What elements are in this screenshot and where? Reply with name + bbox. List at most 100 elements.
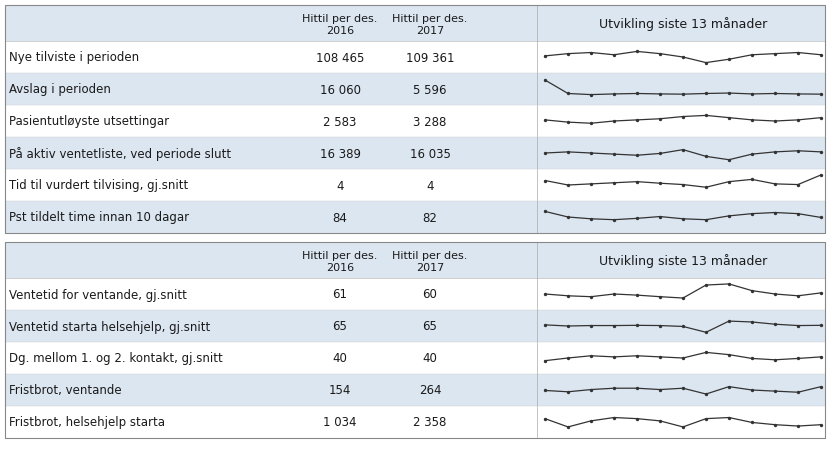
Point (700, 90, 713, 98)
Point (608, 290, 621, 298)
Point (653, 353, 666, 361)
Text: Ventetid for ventande, gj.snitt: Ventetid for ventande, gj.snitt (9, 288, 187, 301)
Point (608, 118, 621, 126)
Point (653, 51, 666, 59)
Point (814, 322, 828, 329)
Point (769, 51, 782, 59)
Bar (5, 374, 825, 406)
Point (584, 417, 598, 425)
Bar (5, 6, 825, 234)
Text: 60: 60 (422, 288, 437, 301)
Text: Pasientutløyste utsettingar: Pasientutløyste utsettingar (9, 115, 169, 128)
Point (653, 293, 666, 301)
Point (539, 321, 552, 329)
Text: Fristbrot, ventande: Fristbrot, ventande (9, 384, 122, 397)
Point (584, 352, 598, 360)
Point (608, 385, 621, 392)
Point (584, 150, 598, 158)
Point (630, 322, 643, 329)
Point (676, 323, 690, 330)
Text: Tid til vurdert tilvising, gj.snitt: Tid til vurdert tilvising, gj.snitt (9, 179, 188, 192)
Text: 3 288: 3 288 (413, 115, 447, 128)
Point (561, 149, 574, 157)
Text: Hittil per des.: Hittil per des. (393, 14, 467, 24)
Point (814, 172, 828, 179)
Point (584, 216, 598, 223)
Text: 2016: 2016 (326, 262, 354, 272)
Point (791, 50, 804, 57)
Point (745, 355, 759, 363)
Text: 2017: 2017 (416, 26, 444, 36)
Point (539, 208, 552, 216)
Point (561, 388, 574, 396)
Point (561, 119, 574, 127)
Point (676, 295, 690, 302)
Point (676, 181, 690, 189)
Text: 5 596: 5 596 (413, 83, 447, 96)
Point (722, 317, 735, 325)
Point (608, 322, 621, 330)
Point (676, 113, 690, 121)
Point (745, 117, 759, 124)
Text: 84: 84 (333, 211, 348, 224)
Text: Dg. mellom 1. og 2. kontakt, gj.snitt: Dg. mellom 1. og 2. kontakt, gj.snitt (9, 352, 222, 365)
Bar (5, 242, 825, 438)
Point (653, 322, 666, 330)
Point (700, 329, 713, 337)
Point (561, 90, 574, 98)
Point (561, 323, 574, 330)
Point (676, 423, 690, 431)
Point (539, 415, 552, 423)
Text: 40: 40 (422, 352, 437, 365)
Point (745, 287, 759, 295)
Point (561, 182, 574, 189)
Text: 4: 4 (427, 179, 434, 192)
Point (539, 117, 552, 124)
Point (676, 355, 690, 362)
Point (653, 91, 666, 99)
Text: 109 361: 109 361 (406, 51, 454, 64)
Text: 40: 40 (333, 352, 348, 365)
Point (814, 115, 828, 122)
Point (791, 148, 804, 155)
Point (653, 417, 666, 425)
Point (814, 91, 828, 99)
Point (814, 421, 828, 428)
Point (745, 52, 759, 60)
Point (769, 181, 782, 188)
Point (561, 423, 574, 431)
Point (630, 178, 643, 186)
Point (791, 355, 804, 363)
Point (700, 112, 713, 120)
Text: 16 060: 16 060 (320, 83, 360, 96)
Point (700, 282, 713, 289)
Text: Pst tildelt time innan 10 dagar: Pst tildelt time innan 10 dagar (9, 211, 189, 224)
Bar (5, 201, 825, 234)
Text: 82: 82 (422, 211, 437, 224)
Point (561, 292, 574, 300)
Point (769, 421, 782, 428)
Point (700, 60, 713, 67)
Point (769, 356, 782, 364)
Point (561, 214, 574, 221)
Point (745, 318, 759, 326)
Point (722, 351, 735, 359)
Text: 65: 65 (333, 320, 348, 333)
Bar (5, 6, 825, 234)
Point (584, 386, 598, 394)
Point (653, 213, 666, 221)
Point (722, 157, 735, 164)
Point (584, 181, 598, 188)
Point (769, 209, 782, 217)
Point (561, 51, 574, 59)
Point (630, 117, 643, 124)
Point (539, 387, 552, 395)
Text: 16 389: 16 389 (320, 147, 360, 160)
Point (608, 353, 621, 361)
Point (814, 214, 828, 222)
Text: 154: 154 (329, 384, 351, 397)
Text: Fristbrot, helsehjelp starta: Fristbrot, helsehjelp starta (9, 416, 165, 428)
Point (539, 150, 552, 158)
Point (676, 147, 690, 154)
Point (791, 292, 804, 300)
